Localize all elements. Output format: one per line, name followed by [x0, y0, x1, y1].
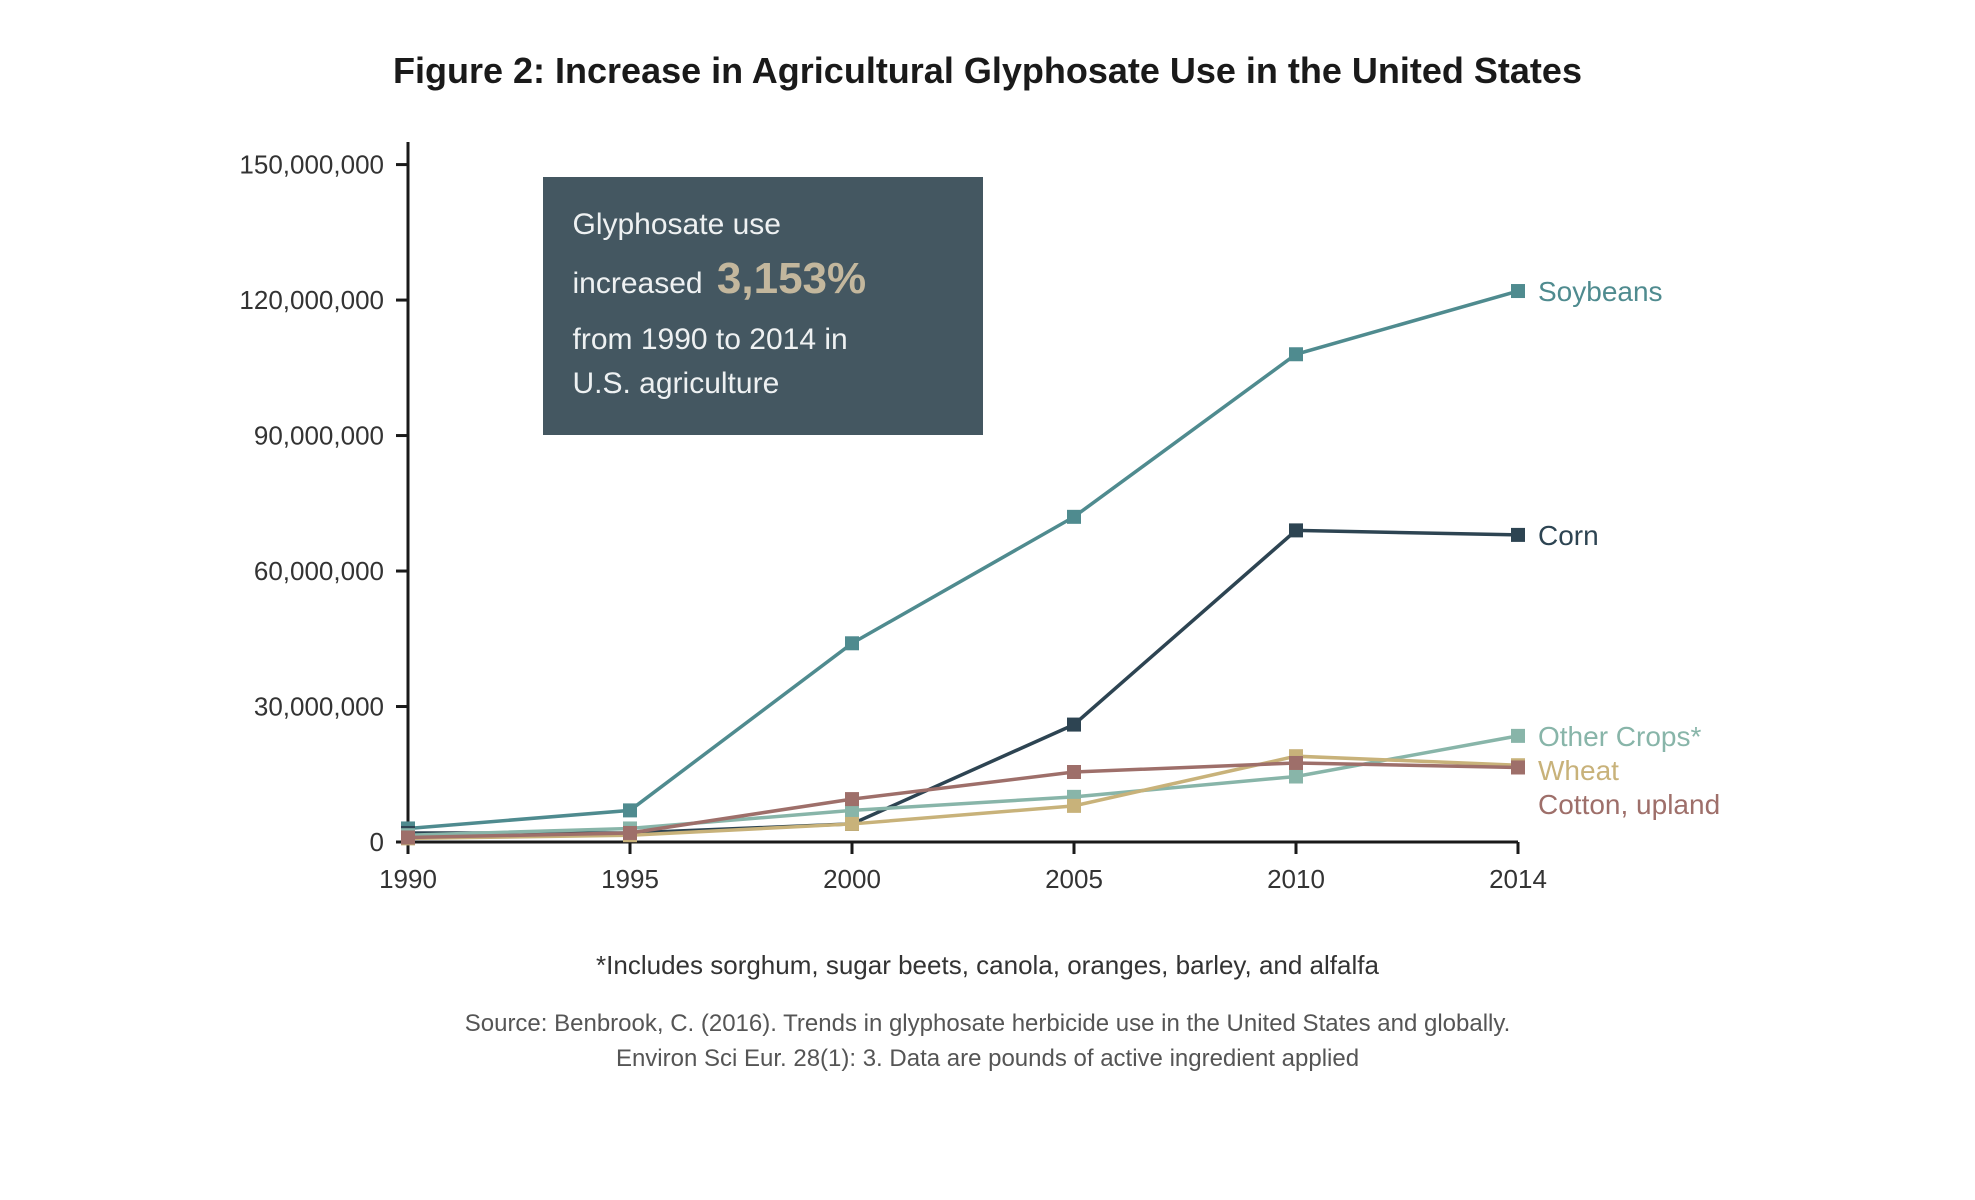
source-line: Source: Benbrook, C. (2016). Trends in g… [465, 1010, 1511, 1037]
series-label: Soybeans [1538, 276, 1663, 307]
series-marker [845, 817, 859, 831]
callout-text: U.S. agriculture [573, 367, 780, 400]
series-marker [1067, 718, 1081, 732]
y-tick-label: 90,000,000 [253, 421, 383, 451]
glyphosate-line-chart: 0 30,000,000 60,000,000 90,000,000 120,000,0… [188, 122, 1788, 922]
series-marker [1067, 799, 1081, 813]
callout-box: Glyphosate use increased 3,153% from 199… [543, 177, 983, 435]
x-tick-label: 2005 [1045, 864, 1103, 894]
x-tick-label: 1995 [601, 864, 659, 894]
y-tick-label: 120,000,000 [239, 285, 384, 315]
x-tick-label: 2010 [1267, 864, 1325, 894]
chart-container: 0 30,000,000 60,000,000 90,000,000 120,000,0… [188, 122, 1788, 922]
series-marker [845, 792, 859, 806]
series-marker [845, 636, 859, 650]
series-marker [1289, 523, 1303, 537]
series-label: Cotton, upland [1538, 789, 1720, 820]
series-marker [1289, 756, 1303, 770]
source-citation: Source: Benbrook, C. (2016). Trends in g… [465, 1007, 1511, 1077]
series-line [408, 756, 1518, 838]
source-line: Environ Sci Eur. 28(1): 3. Data are poun… [616, 1045, 1359, 1072]
series-marker [1067, 510, 1081, 524]
x-tick-label: 2014 [1489, 864, 1547, 894]
series-marker [623, 803, 637, 817]
figure-title: Figure 2: Increase in Agricultural Glyph… [393, 50, 1582, 92]
callout-text: increased [573, 267, 703, 300]
y-tick-label: 30,000,000 [253, 692, 383, 722]
y-tick-label: 60,000,000 [253, 556, 383, 586]
series-label: Corn [1538, 520, 1599, 551]
series-marker [1511, 729, 1525, 743]
callout-percent: 3,153% [717, 254, 866, 303]
series-label: Wheat [1538, 755, 1619, 786]
y-tick-label: 0 [369, 827, 383, 857]
series-marker [1289, 770, 1303, 784]
series-label: Other Crops* [1538, 721, 1701, 752]
series-marker [1511, 760, 1525, 774]
callout-text: Glyphosate use [573, 208, 781, 241]
callout-text: from 1990 to 2014 in [573, 323, 848, 356]
x-tick-label: 2000 [823, 864, 881, 894]
series-marker [1289, 347, 1303, 361]
footnote: *Includes sorghum, sugar beets, canola, … [596, 950, 1379, 981]
series-marker [1511, 528, 1525, 542]
series-marker [1067, 765, 1081, 779]
series-marker [401, 830, 415, 844]
series-marker [623, 826, 637, 840]
series-line [408, 530, 1518, 833]
y-tick-label: 150,000,000 [239, 150, 384, 180]
x-tick-label: 1990 [379, 864, 437, 894]
series-marker [1511, 284, 1525, 298]
